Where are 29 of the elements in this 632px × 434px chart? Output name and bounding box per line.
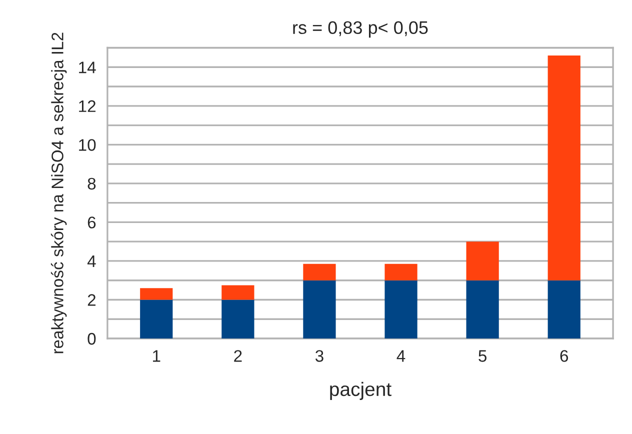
bar [548, 55, 580, 280]
bar [466, 280, 499, 339]
y-tick-label: 2 [88, 294, 96, 306]
bar [140, 288, 173, 300]
x-tick-label: 5 [478, 350, 486, 362]
y-tick-label: 14 [79, 62, 96, 74]
bar [222, 285, 254, 300]
x-tick-label: 1 [153, 350, 160, 362]
y-tick-label: 8 [88, 178, 96, 190]
y-tick-label: 10 [79, 139, 96, 151]
y-tick-label: 4 [87, 256, 96, 268]
bar [384, 280, 418, 339]
bar [384, 264, 418, 280]
y-tick-label: 6 [88, 216, 96, 228]
y-tick-label: 0 [88, 332, 96, 345]
bar [303, 280, 336, 339]
bar [548, 280, 580, 339]
x-tick-label: 4 [396, 350, 406, 362]
chart-title: rs = 0,83 p< 0,05 [293, 21, 428, 38]
bar [140, 300, 173, 339]
bar [222, 300, 254, 339]
x-tick-label: 2 [234, 350, 242, 362]
y-tick-label: 12 [79, 100, 96, 112]
bar [466, 242, 499, 280]
x-tick-label: 3 [315, 350, 324, 362]
bar [303, 264, 336, 280]
x-axis-title: pacjent [330, 382, 392, 400]
y-axis-title: reaktywność skóry na NiSO4 a sekrecja IL2 [50, 32, 67, 354]
x-tick-label: 6 [560, 350, 568, 362]
